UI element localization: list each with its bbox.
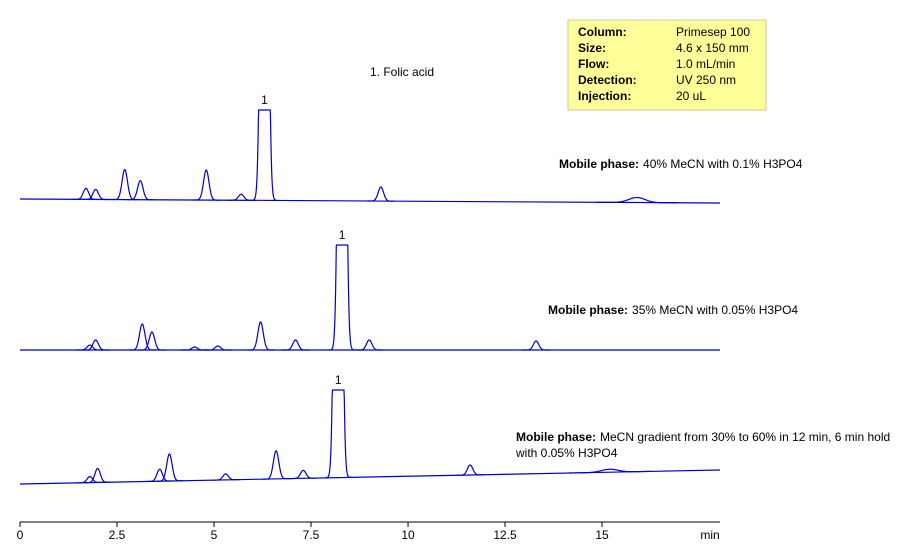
peak: [262, 450, 290, 480]
peak-label: 1: [261, 93, 268, 107]
peak: [126, 180, 154, 201]
peak: [82, 188, 110, 201]
info-value: Primesep 100: [676, 25, 750, 39]
label-text: 35% MeCN with 0.05% H3PO4: [632, 303, 799, 317]
peak: [355, 339, 383, 351]
compound-list: 1. Folic acid: [370, 65, 434, 79]
peak: [192, 169, 220, 201]
mobile-phase-label: Mobile phase: MeCN gradient from 30% to 6…: [516, 429, 911, 461]
peak: [72, 187, 100, 201]
x-tick-label: 0: [17, 528, 24, 542]
label-title: Mobile phase:: [548, 303, 629, 317]
info-box: [567, 19, 767, 111]
peak: [111, 168, 139, 201]
mobile-phase-label: Mobile phase: 40% MeCN with 0.1% H3PO4: [559, 156, 802, 172]
peak: [569, 468, 651, 474]
peak: [155, 453, 183, 482]
info-value: 4.6 x 150 mm: [676, 41, 749, 55]
info-key: Column:: [578, 25, 627, 39]
peak: [204, 345, 232, 351]
peak: [128, 323, 156, 351]
peak: [367, 186, 395, 202]
info-key: Injection:: [578, 89, 631, 103]
x-tick-label: 5: [211, 528, 218, 542]
x-axis-label: min: [700, 528, 719, 542]
peak: [596, 196, 678, 204]
x-tick-label: 12.5: [493, 528, 517, 542]
peak: [522, 340, 550, 351]
peak: [138, 331, 166, 351]
x-tick-label: 10: [401, 528, 415, 542]
info-key: Flow:: [578, 57, 609, 71]
peak: [181, 346, 209, 351]
info-key: Size:: [578, 41, 606, 55]
baseline: [19, 469, 721, 485]
peak: [212, 473, 240, 481]
peak-label: 1: [335, 373, 342, 387]
peak: [281, 339, 310, 351]
peak: [76, 475, 104, 484]
peak: [76, 344, 104, 351]
x-tick-label: 15: [595, 528, 609, 542]
peak: [146, 468, 174, 483]
peak: [82, 339, 110, 351]
peak: [324, 389, 352, 479]
info-value: 1.0 mL/min: [676, 57, 735, 71]
peak: [247, 321, 275, 351]
peak: [250, 109, 279, 202]
peak: [456, 464, 484, 476]
label-text: MeCN gradient from 30% to 60% in 12 min,…: [516, 430, 891, 460]
peak-label: 1: [339, 228, 346, 242]
mobile-phase-label: Mobile phase: 35% MeCN with 0.05% H3PO4: [548, 302, 798, 318]
peak: [328, 244, 356, 351]
info-value: 20 uL: [676, 89, 706, 103]
label-text: 40% MeCN with 0.1% H3PO4: [643, 157, 803, 171]
peak: [227, 193, 255, 201]
x-tick-label: 2.5: [109, 528, 126, 542]
label-title: Mobile phase:: [516, 430, 597, 444]
x-tick-label: 7.5: [303, 528, 320, 542]
info-key: Detection:: [578, 73, 637, 87]
peak: [84, 467, 112, 484]
peak: [289, 469, 317, 480]
info-value: UV 250 nm: [676, 73, 736, 87]
label-title: Mobile phase:: [559, 157, 640, 171]
